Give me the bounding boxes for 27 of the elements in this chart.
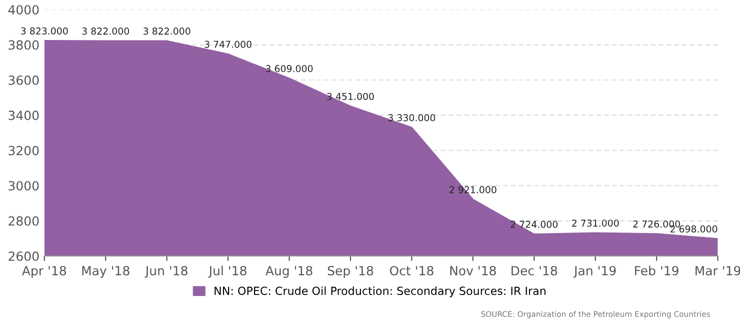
y-tick-label: 3400 [8,110,39,120]
x-tick-label: Mar '19 [696,266,740,276]
x-tick-label: May '18 [82,266,130,278]
x-tick-label: Jun '18 [144,266,188,278]
legend-label: NN: OPEC: Crude Oil Production: Secondary Sources: IR Iran [214,286,546,298]
data-label: 3 747.000 [204,40,252,48]
x-tick-label: Sep '18 [328,266,374,278]
y-tick-label: 2800 [8,216,39,226]
y-tick-label: 3200 [8,146,39,156]
data-label: 3 822.000 [82,28,130,35]
y-tick-label: 3800 [8,40,39,50]
y-tick-label: 4000 [8,5,39,15]
x-tick-label: Oct '18 [390,266,434,276]
data-label: 3 823.000 [21,27,68,35]
x-tick-label: Apr '18 [22,266,66,278]
data-label: 2 724.000 [510,220,558,228]
x-tick-label: Jul '18 [208,266,246,278]
data-label: 2 731.000 [572,220,619,227]
y-tick-label: 2600 [8,251,39,261]
x-tick-label: Nov '18 [450,266,496,276]
x-tick-label: Feb '19 [635,266,678,276]
y-tick-label: 3600 [8,75,39,85]
x-tick-label: Dec '18 [512,266,558,276]
x-tick-label: Jan '19 [573,266,616,278]
data-label: 3 822.000 [144,28,190,35]
x-tick-label: Aug '18 [266,266,312,278]
y-tick-label: 3000 [8,181,39,191]
